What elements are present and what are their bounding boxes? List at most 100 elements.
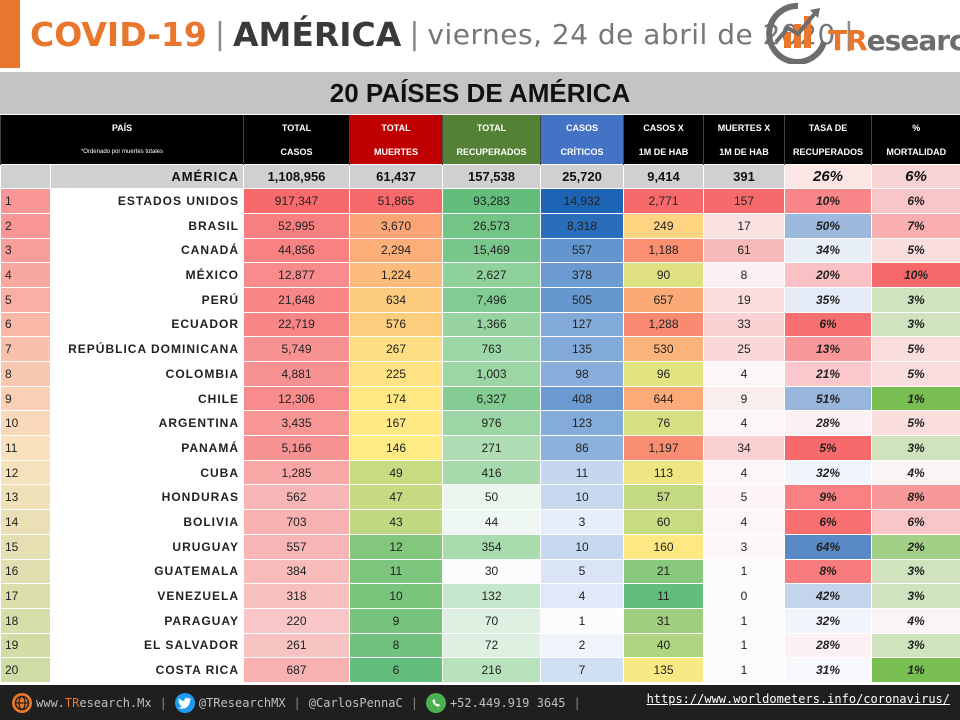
row-country: PERÚ [50, 286, 244, 313]
row-recovered: 416 [442, 459, 541, 486]
row-rank: 10 [0, 410, 51, 437]
row-mortality: 3% [871, 632, 960, 659]
row-mortality: 2% [871, 533, 960, 560]
total-country: AMÉRICA [50, 163, 244, 190]
row-cases: 21,648 [243, 286, 350, 313]
row-critical: 10 [540, 533, 624, 560]
row-deaths-per-million: 5 [703, 484, 785, 511]
page-title: COVID-19 | AMÉRICA | viernes, 24 de abri… [30, 10, 862, 58]
row-critical: 408 [540, 385, 624, 412]
row-recovery-rate: 28% [784, 410, 872, 437]
whatsapp-icon [425, 692, 446, 713]
footer-phone[interactable]: +52.449.919 3645 [425, 692, 566, 713]
row-cases: 12,877 [243, 262, 350, 288]
row-deaths: 9 [349, 607, 443, 634]
table-row: 3 CANADÁ 44,856 2,294 15,469 557 1,188 61 34% 5% [0, 237, 960, 264]
row-country: CUBA [50, 459, 244, 486]
row-country: PARAGUAY [50, 607, 244, 634]
row-mortality: 3% [871, 558, 960, 585]
row-recovery-rate: 51% [784, 385, 872, 412]
row-cases-per-million: 90 [623, 262, 704, 288]
footer-website[interactable]: www. TR esearch.Mx [12, 692, 152, 713]
header-recovered-sub: RECUPERADOS [442, 140, 541, 164]
row-deaths: 3,670 [349, 212, 443, 239]
table-row: 20 COSTA RICA 687 6 216 7 135 1 31% 1% [0, 657, 960, 683]
row-deaths: 43 [349, 509, 443, 535]
row-deaths-per-million: 4 [703, 410, 785, 437]
trend-chart-icon [766, 2, 827, 64]
title-separator: | [409, 16, 420, 52]
table-row: 5 PERÚ 21,648 634 7,496 505 657 19 35% 3% [0, 286, 960, 313]
total-deaths: 61,437 [349, 163, 443, 190]
row-cases-per-million: 249 [623, 212, 704, 239]
row-deaths: 167 [349, 410, 443, 437]
total-critical: 25,720 [540, 163, 624, 190]
footer-twitter[interactable]: @TResearchMX [174, 692, 286, 713]
row-deaths: 146 [349, 435, 443, 461]
row-recovered: 216 [442, 657, 541, 683]
row-cases-per-million: 113 [623, 459, 704, 486]
source-link[interactable]: https://www.worldometers.info/coronaviru… [646, 692, 950, 706]
row-mortality: 3% [871, 435, 960, 461]
row-rank: 20 [0, 657, 51, 683]
row-deaths-per-million: 1 [703, 657, 785, 683]
row-country: REPÚBLICA DOMINICANA [50, 336, 244, 362]
row-recovery-rate: 9% [784, 484, 872, 511]
row-cases: 44,856 [243, 237, 350, 264]
row-recovered: 271 [442, 435, 541, 461]
title-separator-end: | [843, 16, 854, 52]
row-rank: 1 [0, 188, 51, 214]
row-deaths-per-million: 19 [703, 286, 785, 313]
row-critical: 123 [540, 410, 624, 437]
row-cases: 703 [243, 509, 350, 535]
row-recovery-rate: 8% [784, 558, 872, 585]
row-cases: 917,347 [243, 188, 350, 214]
total-cases-per-million: 9,414 [623, 163, 704, 190]
row-deaths: 51,865 [349, 188, 443, 214]
table-row: 7 REPÚBLICA DOMINICANA 5,749 267 763 135 530 25… [0, 336, 960, 362]
row-country: GUATEMALA [50, 558, 244, 585]
row-recovered: 6,327 [442, 385, 541, 412]
row-deaths: 174 [349, 385, 443, 412]
row-rank: 14 [0, 509, 51, 535]
row-deaths-per-million: 1 [703, 558, 785, 585]
row-cases-per-million: 1,288 [623, 311, 704, 338]
row-deaths-per-million: 61 [703, 237, 785, 264]
row-rank: 4 [0, 262, 51, 288]
row-cases: 5,166 [243, 435, 350, 461]
row-rank: 2 [0, 212, 51, 239]
row-cases-per-million: 530 [623, 336, 704, 362]
row-deaths: 12 [349, 533, 443, 560]
row-country: ECUADOR [50, 311, 244, 338]
row-cases: 12,306 [243, 385, 350, 412]
footer-divider: | [159, 695, 167, 710]
row-mortality: 5% [871, 336, 960, 362]
row-recovery-rate: 13% [784, 336, 872, 362]
row-critical: 7 [540, 657, 624, 683]
row-cases: 261 [243, 632, 350, 659]
header-accent-bar [0, 0, 20, 68]
row-deaths-per-million: 1 [703, 632, 785, 659]
logo-wordmark: TResearch [828, 24, 960, 57]
table-row: 10 ARGENTINA 3,435 167 976 123 76 4 28% 5% [0, 410, 960, 437]
row-recovered: 1,003 [442, 361, 541, 387]
header-critical-cases: CASOS [540, 115, 624, 140]
header-cases-per-million: CASOS X [623, 115, 704, 140]
row-recovery-rate: 32% [784, 459, 872, 486]
row-cases-per-million: 76 [623, 410, 704, 437]
table-row: 11 PANAMÁ 5,166 146 271 86 1,197 34 5% 3% [0, 435, 960, 461]
row-recovered: 72 [442, 632, 541, 659]
website-prefix: www. [36, 695, 65, 710]
row-mortality: 5% [871, 361, 960, 387]
table-row: 16 GUATEMALA 384 11 30 5 21 1 8% 3% [0, 558, 960, 585]
header-country: PAÍS [0, 115, 244, 140]
row-mortality: 8% [871, 484, 960, 511]
row-rank: 15 [0, 533, 51, 560]
row-rank: 3 [0, 237, 51, 264]
website-suffix: esearch.Mx [79, 695, 152, 710]
header-mortality-sub: MORTALIDAD [871, 140, 960, 164]
footer-personal-twitter[interactable]: @CarlosPennaC [309, 696, 403, 710]
row-recovery-rate: 32% [784, 607, 872, 634]
row-country: BOLIVIA [50, 509, 244, 535]
row-mortality: 5% [871, 410, 960, 437]
